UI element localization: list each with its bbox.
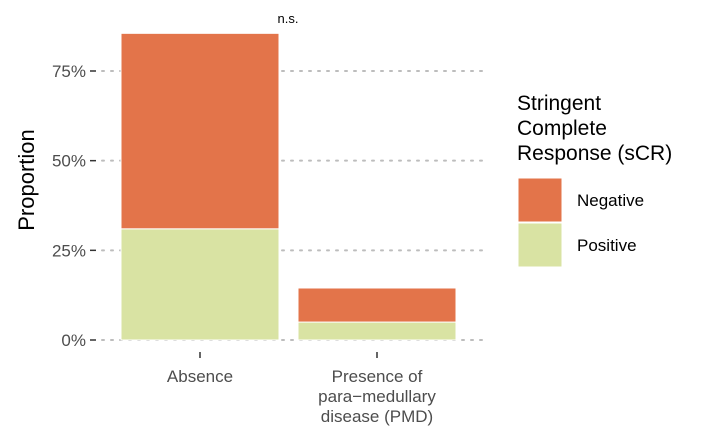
axes: 0% 25% 50% 75% Absence Presence of para−medull… [52,62,436,426]
bar-positive-0 [120,228,280,341]
legend-title-line: Stringent [517,92,601,115]
legend-title-line: Response (sCR) [517,142,672,165]
legend-label-negative: Negative [577,191,644,210]
legend-key-negative [517,177,563,223]
x-tick-label-0: Absence [167,367,233,386]
x-tick-label-line: disease (PMD) [321,407,433,426]
bar-positive-1 [297,321,457,341]
legend-title: Stringent Complete Response (sCR) [517,92,672,165]
x-tick-label-1: Presence of para−medullary disease (PMD) [318,367,436,426]
legend: Stringent Complete Response (sCR) Negative P… [517,92,672,268]
x-tick-label-line: Absence [167,367,233,386]
y-tick-label-2: 50% [52,152,86,171]
legend-label-positive: Positive [577,236,637,255]
legend-key-positive [517,222,563,268]
bars [120,32,457,341]
x-tick-label-line: para−medullary [318,387,436,406]
y-tick-label-3: 75% [52,62,86,81]
bar-negative-0 [120,32,280,230]
y-tick-label-1: 25% [52,241,86,260]
significance-annotation: n.s. [278,11,299,26]
y-axis-title: Proportion [14,129,39,231]
legend-title-line: Complete [517,117,607,140]
x-tick-label-line: Presence of [332,367,423,386]
y-tick-label-0: 0% [61,331,86,350]
bar-negative-1 [297,287,457,323]
